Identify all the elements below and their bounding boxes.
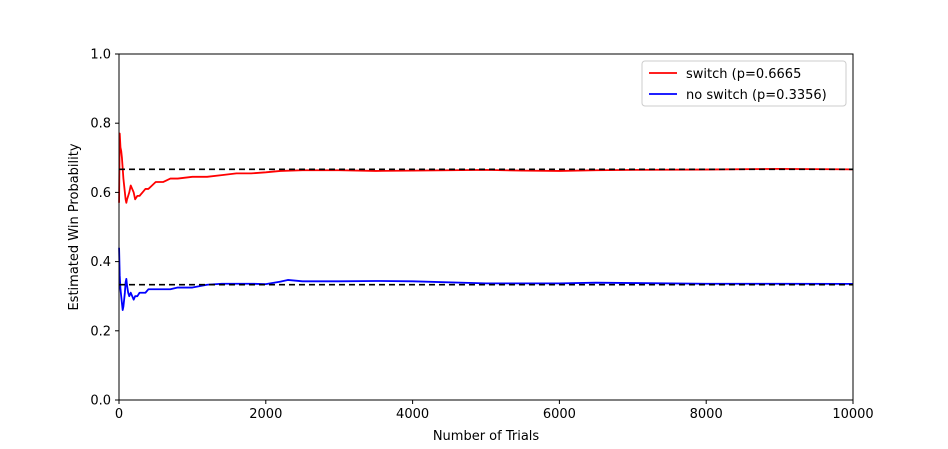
series-line-1 [118,247,854,311]
series-line-0 [118,132,854,204]
y-tick-label: 1.0 [90,48,111,63]
x-tick-label: 0 [115,407,123,422]
legend: switch (p=0.6665 no switch (p=0.3356) [641,60,847,107]
plot-area [118,132,854,311]
x-tick-label: 8000 [690,407,723,422]
x-axis-label: Number of Trials [433,429,540,444]
x-tick-label: 10000 [832,407,873,422]
y-tick-label: 0.8 [90,117,111,132]
axes-frame [118,53,854,401]
x-axis: 0 2000 4000 6000 8000 10000 [115,400,874,422]
y-tick-label: 0.0 [90,394,111,409]
y-tick-label: 0.6 [90,186,111,201]
x-tick-label: 4000 [396,407,429,422]
y-tick-label: 0.2 [90,324,111,339]
y-axis: 0.0 0.2 0.4 0.6 0.8 1.0 [90,48,119,409]
x-tick-label: 2000 [249,407,282,422]
y-tick-label: 0.4 [90,255,111,270]
x-tick-label: 6000 [543,407,576,422]
legend-label-switch: switch (p=0.6665 [686,67,801,82]
y-axis-label: Estimated Win Probability [67,143,82,310]
legend-label-no-switch: no switch (p=0.3356) [686,88,827,103]
legend-box [641,60,847,107]
